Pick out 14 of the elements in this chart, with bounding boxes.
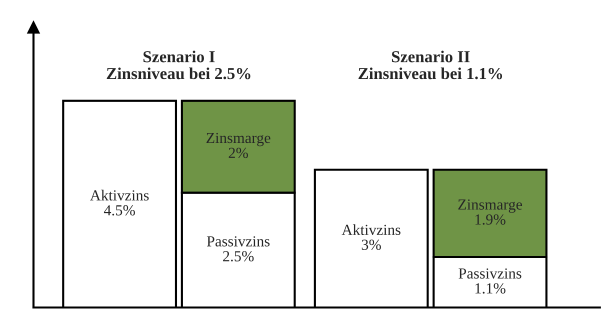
data-label: 1.1% [475,283,506,294]
data-label: 4.5% [104,205,135,216]
data-label: 3% [362,240,381,250]
series-label: Zinsmarge [206,132,270,146]
annotation: Szenario I Zinsniveau bei 2.5% [106,50,250,80]
data-label: 2% [228,148,248,158]
series-label: Passivzins [458,268,522,279]
series-label: Aktivzins [90,190,149,201]
text: Zinsmarge [458,199,522,213]
text: Aktivzins [342,224,400,235]
annotation: Szenario II Zinsniveau bei 1.1% [358,50,502,80]
text: Passivzins [206,236,270,246]
data-label: 1.9% [475,214,506,225]
data-label: 2.5% [223,251,254,262]
